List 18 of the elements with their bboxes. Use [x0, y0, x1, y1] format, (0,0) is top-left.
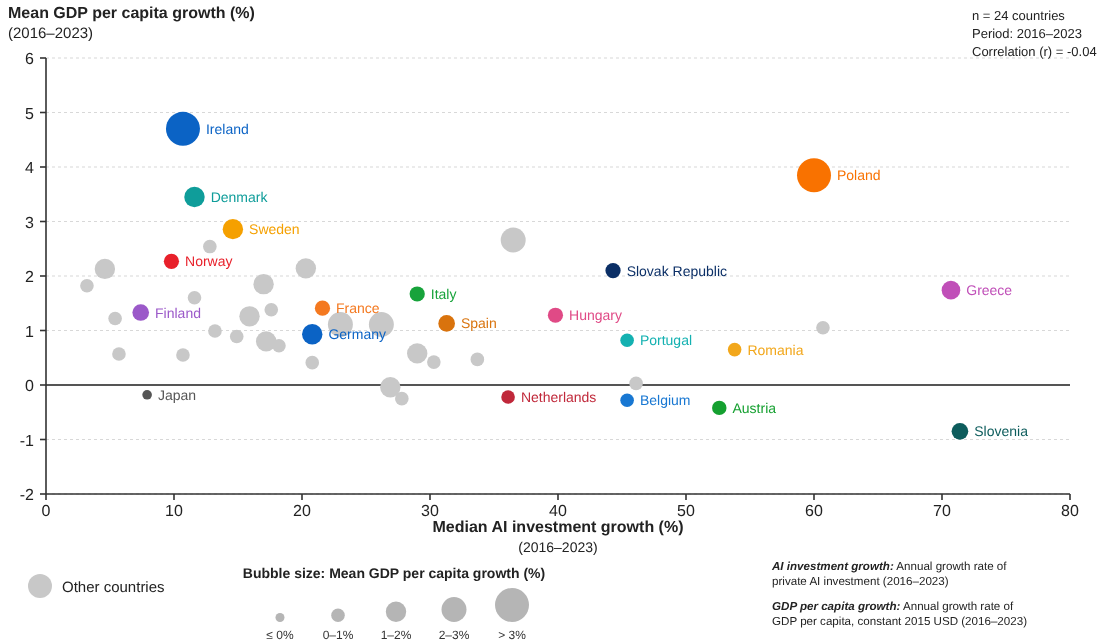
y-tick-label: 3	[25, 213, 36, 232]
x-tick-label: 20	[293, 502, 312, 520]
x-tick-label: 40	[549, 502, 568, 520]
y-tick-label: 0	[25, 377, 36, 395]
x-tick-label: 10	[165, 502, 184, 520]
x-tick-label: 80	[1061, 502, 1080, 520]
y-tick-label: 6	[25, 50, 36, 68]
x-tick-label: 70	[933, 502, 952, 520]
x-tick-label: 0	[41, 502, 52, 520]
y-tick-label: -1	[19, 431, 36, 450]
y-tick-label: 2	[25, 268, 36, 286]
x-tick-label: 60	[805, 502, 824, 520]
y-tick-label: 5	[25, 104, 36, 123]
x-tick-label: 30	[421, 502, 440, 520]
x-tick-label: 50	[677, 502, 696, 520]
y-tick-label: 4	[25, 159, 36, 177]
y-tick-label: -2	[19, 486, 36, 504]
y-tick-label: 1	[25, 322, 36, 341]
